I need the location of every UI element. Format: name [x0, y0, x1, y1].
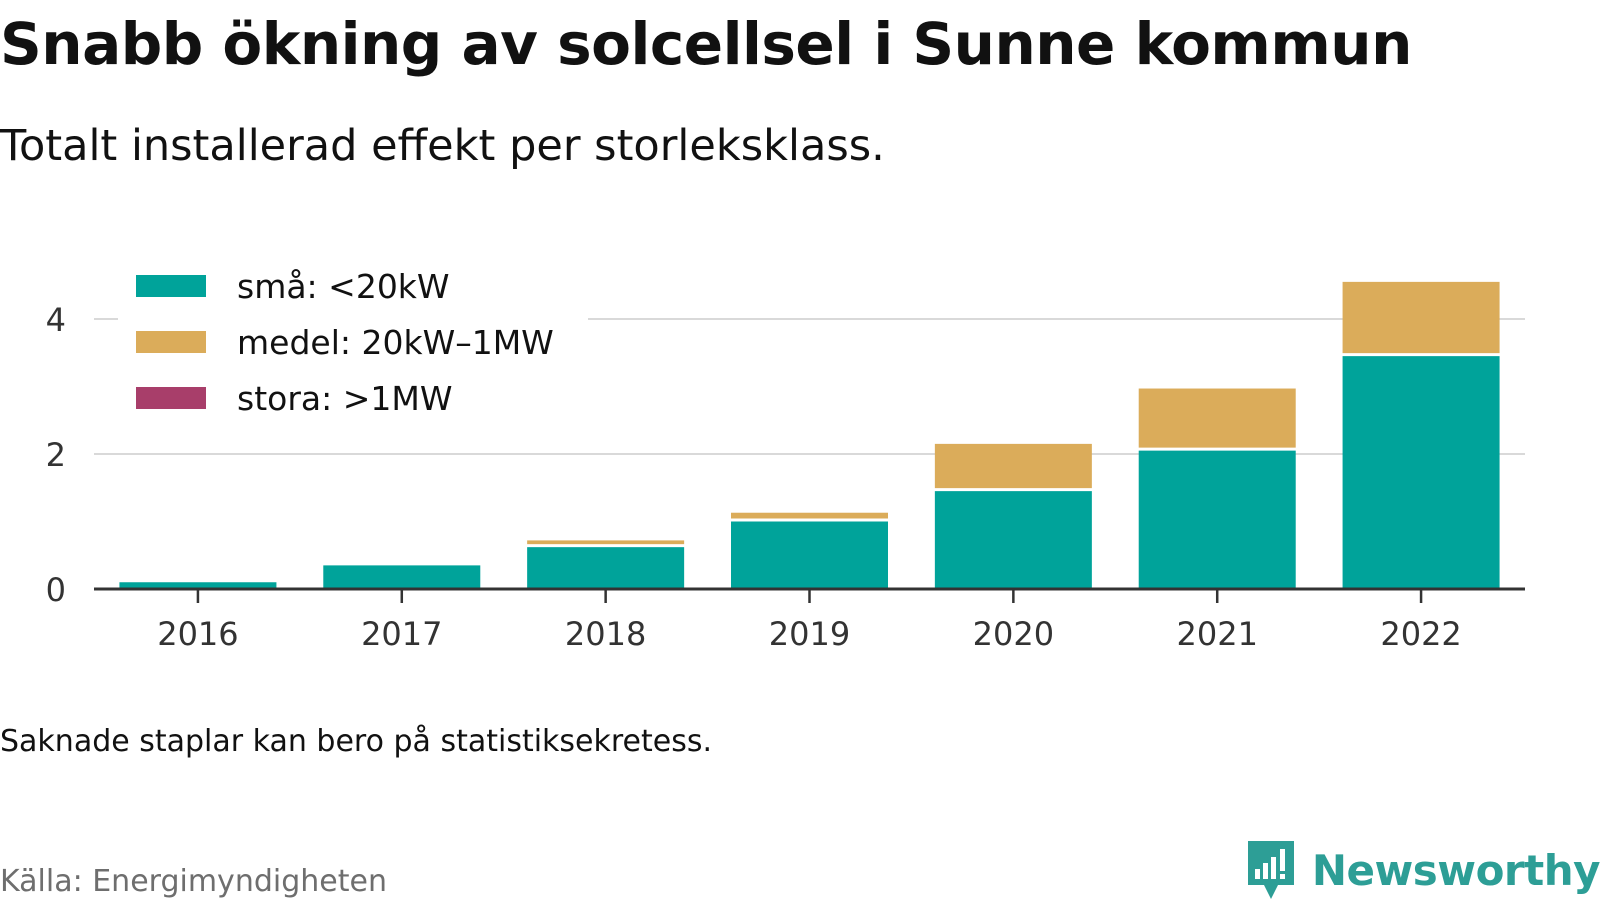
bar-2019-series-1 [731, 512, 888, 519]
bar-2020-series-1 [934, 443, 1092, 489]
bar-2017-series-0 [323, 565, 481, 589]
x-tick-label: 2018 [565, 615, 646, 653]
y-tick-label: 4 [46, 301, 66, 339]
source-note: Källa: Energimyndigheten [0, 864, 387, 899]
x-tick-label: 2017 [361, 615, 442, 653]
legend-swatch [136, 387, 206, 409]
x-tick-label: 2020 [973, 615, 1054, 653]
chart-title: Snabb ökning av solcellsel i Sunne kommu… [0, 10, 1412, 78]
x-tick-label: 2016 [157, 615, 238, 653]
brand-name: Newsworthy [1311, 845, 1600, 895]
bar-chart-speech-bubble-icon [1247, 841, 1294, 899]
legend-swatch [136, 331, 206, 353]
chart-subtitle: Totalt installerad effekt per storlekskl… [0, 121, 885, 171]
legend-label: små: <20kW [237, 267, 450, 306]
legend-label: stora: >1MW [237, 379, 452, 418]
legend: små: <20kW medel: 20kW–1MW stora: >1MW [118, 256, 588, 434]
bar-2022-series-0 [1342, 356, 1500, 589]
bar-2018-series-1 [527, 540, 685, 545]
legend-label: medel: 20kW–1MW [237, 323, 554, 362]
legend-swatch [136, 275, 206, 297]
footnote: Saknade staplar kan bero på statistiksek… [0, 724, 713, 759]
bar-2020-series-0 [934, 491, 1092, 589]
stacked-bar-chart: 0 2 4 2016 2017 2018 2019 2020 2021 2022 små: <2… [45, 256, 1525, 653]
x-tick-label: 2021 [1176, 615, 1257, 653]
x-tick-labels: 2016 2017 2018 2019 2020 2021 2022 [157, 589, 1462, 653]
bar-2022-series-1 [1342, 281, 1500, 354]
y-tick-label: 2 [46, 436, 66, 474]
bar-2021-series-0 [1138, 450, 1296, 589]
x-tick-label: 2022 [1380, 615, 1461, 653]
bar-2021-series-1 [1138, 388, 1296, 448]
bar-2018-series-0 [527, 547, 685, 589]
y-tick-label: 0 [46, 571, 66, 609]
bar-2019-series-0 [731, 521, 888, 589]
brand-logo: Newsworthy [1244, 838, 1600, 902]
bars [119, 281, 1500, 589]
y-tick-labels: 0 2 4 [46, 301, 66, 609]
x-tick-label: 2019 [769, 615, 850, 653]
bar-2016-series-0 [119, 582, 277, 589]
